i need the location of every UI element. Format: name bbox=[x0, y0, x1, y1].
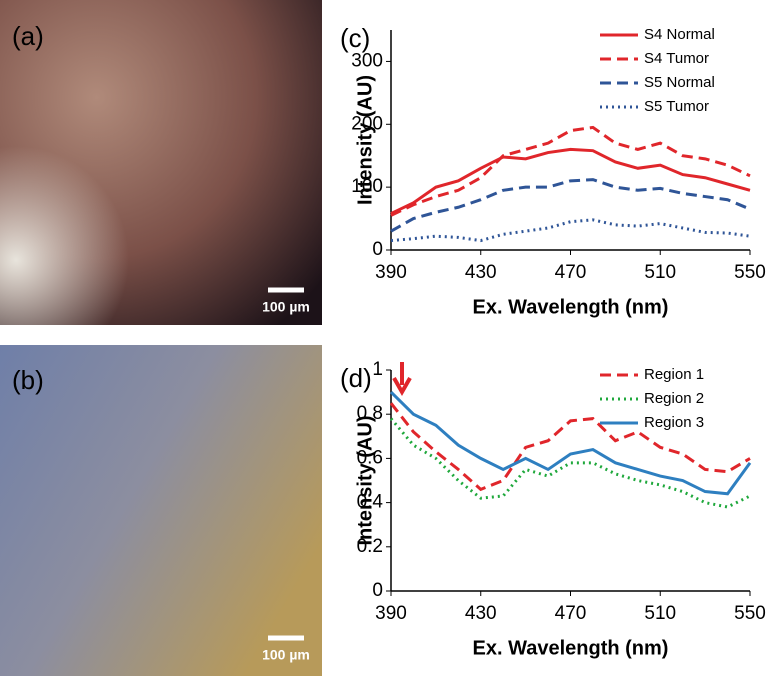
legend-label: S5 Tumor bbox=[644, 98, 709, 115]
x-tick-label: 550 bbox=[734, 262, 766, 283]
arrow bbox=[392, 362, 412, 397]
x-tick-label: 390 bbox=[375, 262, 407, 283]
image-b: (b) 100 µm bbox=[0, 345, 322, 676]
y-tick-label: 0 bbox=[372, 239, 383, 260]
series-line bbox=[390, 147, 751, 215]
series-line bbox=[389, 391, 752, 496]
panel-label: (c) bbox=[340, 23, 370, 53]
y-tick-label: 300 bbox=[351, 50, 383, 71]
chart: 0 0.2 0.4 0.6 0.8 1 390 430 470 510 550 Ex. Wavelen… bbox=[340, 359, 766, 659]
x-tick-label: 550 bbox=[734, 603, 766, 624]
y-axis-title: Intensity (AU) bbox=[354, 75, 376, 205]
image-a: (a) 100 µm bbox=[0, 0, 322, 325]
series-line bbox=[390, 178, 751, 233]
y-axis-title: Intensity (AU) bbox=[354, 416, 376, 546]
panel-label: (d) bbox=[340, 363, 372, 393]
legend-label: Region 2 bbox=[644, 390, 704, 407]
legend-label: S4 Tumor bbox=[644, 50, 709, 67]
legend-label: S4 Normal bbox=[644, 26, 715, 43]
x-tick-label: 510 bbox=[644, 262, 676, 283]
panel-label: (b) bbox=[12, 365, 44, 395]
y-tick-label: 0 bbox=[372, 580, 383, 601]
y-tick-label: 0.4 bbox=[357, 492, 384, 513]
scale-bar-label: 100 µm bbox=[262, 647, 310, 663]
x-axis-title: Ex. Wavelength (nm) bbox=[473, 637, 669, 659]
y-tick-label: 0.2 bbox=[357, 536, 383, 557]
x-axis-title: Ex. Wavelength (nm) bbox=[473, 296, 669, 318]
series-line bbox=[390, 125, 751, 217]
x-tick-label: 390 bbox=[375, 603, 407, 624]
x-tick-label: 430 bbox=[465, 262, 497, 283]
x-tick-label: 470 bbox=[555, 262, 587, 283]
x-tick-label: 470 bbox=[555, 603, 587, 624]
y-tick-label: 200 bbox=[351, 113, 383, 134]
y-tick-label: 0.8 bbox=[357, 403, 383, 424]
chart: 0 100 200 300 390 430 470 510 550 Ex. Wavelength … bbox=[340, 23, 766, 318]
x-tick-label: 510 bbox=[644, 603, 676, 624]
series-line bbox=[389, 402, 751, 492]
legend-label: Region 1 bbox=[644, 366, 704, 383]
y-tick-label: 100 bbox=[351, 176, 383, 197]
y-tick-label: 0.6 bbox=[357, 447, 383, 468]
scale-bar-label: 100 µm bbox=[262, 299, 310, 315]
micrograph bbox=[0, 345, 322, 676]
series-line bbox=[390, 218, 751, 243]
micrograph-highlight bbox=[0, 0, 322, 325]
x-tick-label: 430 bbox=[465, 603, 497, 624]
legend-label: S5 Normal bbox=[644, 74, 715, 91]
y-tick-label: 1 bbox=[372, 359, 383, 380]
legend-label: Region 3 bbox=[644, 414, 704, 431]
panel-label: (a) bbox=[12, 21, 44, 51]
